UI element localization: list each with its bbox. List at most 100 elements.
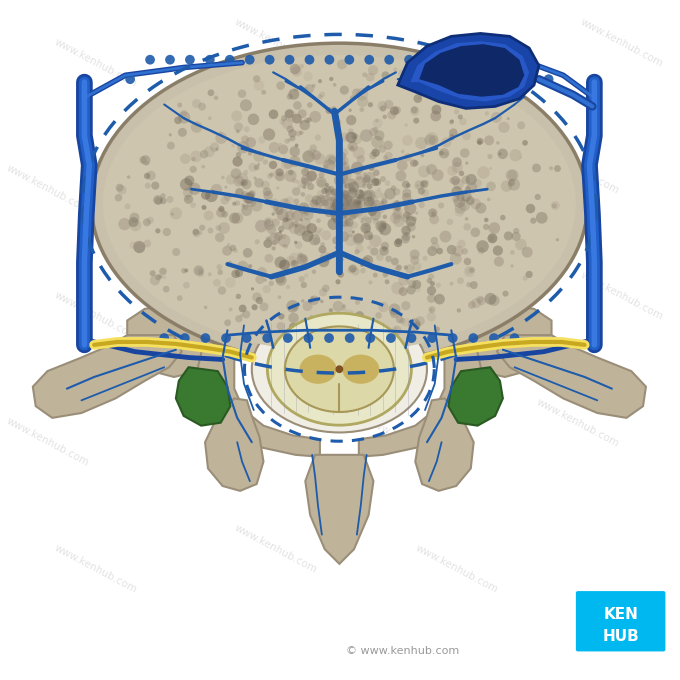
Circle shape (333, 188, 343, 199)
Circle shape (341, 156, 349, 165)
Text: www.kenhub.com: www.kenhub.com (534, 396, 621, 449)
Circle shape (407, 333, 416, 343)
Circle shape (405, 265, 414, 273)
Circle shape (181, 109, 187, 116)
Circle shape (304, 211, 309, 216)
Circle shape (369, 128, 377, 136)
Circle shape (263, 129, 275, 141)
Circle shape (264, 220, 274, 230)
Circle shape (233, 248, 238, 253)
Circle shape (316, 177, 326, 187)
Circle shape (403, 211, 410, 219)
Circle shape (301, 299, 305, 303)
Circle shape (341, 133, 350, 141)
Circle shape (430, 309, 433, 311)
Circle shape (331, 217, 335, 220)
Circle shape (369, 165, 375, 171)
Circle shape (150, 270, 156, 276)
Circle shape (163, 228, 171, 236)
Circle shape (352, 233, 364, 245)
Circle shape (224, 186, 227, 189)
Circle shape (130, 220, 141, 231)
Circle shape (404, 55, 414, 65)
Circle shape (272, 218, 279, 226)
Circle shape (522, 275, 528, 281)
Circle shape (333, 217, 341, 224)
Circle shape (357, 155, 365, 163)
Circle shape (487, 198, 490, 201)
Circle shape (381, 201, 384, 204)
Circle shape (300, 218, 303, 222)
Circle shape (354, 197, 366, 208)
Circle shape (391, 258, 398, 265)
Circle shape (369, 152, 377, 159)
Circle shape (284, 244, 288, 249)
Circle shape (256, 296, 263, 304)
Circle shape (117, 185, 126, 194)
Circle shape (318, 256, 329, 267)
Circle shape (259, 329, 266, 335)
Circle shape (339, 192, 345, 198)
Circle shape (369, 235, 381, 247)
Circle shape (369, 280, 373, 284)
Circle shape (363, 225, 370, 232)
Circle shape (311, 84, 316, 88)
Ellipse shape (285, 326, 394, 412)
Circle shape (321, 199, 328, 207)
Circle shape (290, 207, 293, 211)
Circle shape (551, 201, 560, 210)
Circle shape (451, 176, 460, 185)
Circle shape (379, 246, 389, 256)
Circle shape (350, 197, 362, 209)
Circle shape (337, 158, 346, 167)
Text: www.kenhub.com: www.kenhub.com (579, 270, 664, 322)
Circle shape (293, 101, 302, 109)
Circle shape (336, 189, 348, 201)
Circle shape (335, 279, 341, 284)
Circle shape (303, 71, 313, 81)
Circle shape (183, 282, 190, 288)
Circle shape (271, 246, 276, 250)
Circle shape (218, 206, 224, 212)
Circle shape (374, 131, 384, 141)
Circle shape (343, 202, 346, 205)
Circle shape (471, 90, 483, 102)
Circle shape (299, 64, 304, 69)
Circle shape (329, 340, 338, 349)
Circle shape (253, 150, 265, 162)
Circle shape (283, 199, 288, 203)
Circle shape (255, 275, 265, 284)
Circle shape (231, 168, 241, 179)
Circle shape (264, 278, 267, 282)
Circle shape (207, 228, 214, 233)
Circle shape (297, 184, 302, 189)
Circle shape (248, 114, 259, 125)
Circle shape (301, 192, 305, 197)
Circle shape (406, 183, 411, 188)
Circle shape (276, 186, 279, 190)
Circle shape (302, 177, 309, 185)
Circle shape (386, 333, 396, 343)
Circle shape (265, 55, 275, 65)
Circle shape (354, 181, 358, 186)
Circle shape (345, 207, 350, 211)
Circle shape (409, 318, 421, 330)
Circle shape (269, 172, 273, 177)
Circle shape (218, 222, 230, 234)
Circle shape (290, 260, 299, 269)
Circle shape (241, 135, 250, 143)
Circle shape (357, 96, 369, 107)
Circle shape (402, 135, 413, 146)
Circle shape (473, 179, 482, 188)
Ellipse shape (103, 55, 576, 353)
Circle shape (222, 211, 228, 218)
Circle shape (354, 250, 360, 254)
Circle shape (337, 198, 347, 207)
Circle shape (285, 109, 294, 118)
Circle shape (294, 88, 298, 92)
Text: www.kenhub.com: www.kenhub.com (534, 143, 621, 196)
Circle shape (302, 209, 313, 220)
Circle shape (292, 178, 296, 183)
Circle shape (225, 277, 236, 288)
Circle shape (459, 171, 464, 176)
